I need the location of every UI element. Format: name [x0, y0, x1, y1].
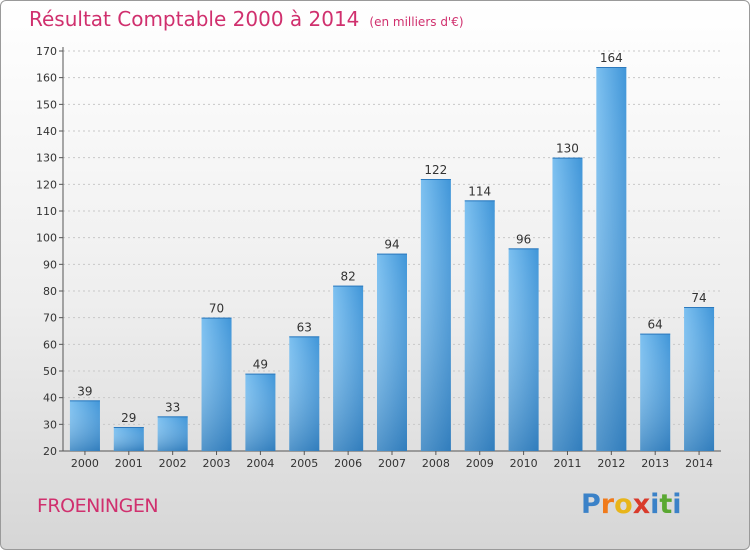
logo-letter: o: [614, 489, 633, 520]
y-tick-label: 30: [43, 418, 57, 431]
y-tick-label: 170: [36, 45, 57, 58]
labels: 20 30 40 50 60 70 80 90 100 110 120 130 140 150 160 170…: [36, 45, 713, 470]
commune-name: FROENINGEN: [37, 495, 159, 517]
data-label-2002: 33: [165, 400, 180, 414]
logo-letter: i: [672, 489, 682, 520]
y-tick-label: 50: [43, 365, 57, 378]
data-label-2007: 94: [384, 238, 399, 252]
x-tick-label-2014: 2014: [685, 457, 713, 470]
y-tick-label: 110: [36, 205, 57, 218]
data-label-2005: 63: [297, 320, 312, 334]
x-tick-label-2000: 2000: [71, 457, 99, 470]
y-tick-label: 80: [43, 285, 57, 298]
x-tick-label-2001: 2001: [115, 457, 143, 470]
x-tick-label-2002: 2002: [159, 457, 187, 470]
y-tick-label: 70: [43, 312, 57, 325]
data-label-2011: 130: [556, 142, 579, 156]
x-tick-label-2007: 2007: [378, 457, 406, 470]
y-tick-label: 40: [43, 392, 57, 405]
x-tick-label-2004: 2004: [246, 457, 274, 470]
bar-shade-2010: [508, 248, 539, 451]
bar-shade-2002: [157, 416, 188, 451]
bar-shade-2008: [420, 179, 451, 451]
data-label-2012: 164: [600, 51, 623, 65]
data-label-2000: 39: [77, 384, 92, 398]
bar-shade-2011: [552, 157, 583, 451]
bar-shade-2006: [333, 285, 364, 451]
y-tick-label: 160: [36, 72, 57, 85]
y-tick-label: 20: [43, 445, 57, 458]
logo-letter: t: [659, 489, 673, 520]
x-tick-label-2008: 2008: [422, 457, 450, 470]
proxiti-logo: Proxiti: [581, 489, 682, 520]
x-tick-label-2009: 2009: [466, 457, 494, 470]
x-tick-label-2012: 2012: [597, 457, 625, 470]
bar-shade-2012: [596, 67, 627, 451]
x-tick-label-2005: 2005: [290, 457, 318, 470]
chart-title: Résultat Comptable 2000 à 2014 (en millie…: [29, 7, 464, 31]
data-label-2010: 96: [516, 232, 531, 246]
x-tick-label-2003: 2003: [203, 457, 231, 470]
bar-shade-2003: [201, 317, 232, 451]
data-label-2006: 82: [340, 270, 355, 284]
chart-title-text: Résultat Comptable 2000 à 2014: [29, 7, 360, 31]
y-tick-label: 120: [36, 178, 57, 191]
x-tick-label-2010: 2010: [510, 457, 538, 470]
bar-shade-2013: [640, 333, 671, 451]
x-tick-label-2013: 2013: [641, 457, 669, 470]
y-tick-label: 90: [43, 258, 57, 271]
y-tick-label: 100: [36, 232, 57, 245]
data-label-2009: 114: [468, 184, 491, 198]
x-tick-label-2006: 2006: [334, 457, 362, 470]
data-label-2001: 29: [121, 411, 136, 425]
y-tick-label: 150: [36, 98, 57, 111]
bars: [69, 67, 715, 451]
data-label-2013: 64: [648, 318, 663, 332]
logo-letter: i: [650, 489, 660, 520]
bar-shade-2014: [684, 307, 715, 451]
bar-shade-2005: [289, 336, 320, 451]
bar-shade-2000: [69, 400, 100, 451]
logo-letter: x: [632, 489, 651, 520]
bar-shade-2004: [245, 373, 276, 451]
bar-shade-2009: [464, 200, 495, 451]
data-label-2014: 74: [691, 291, 706, 305]
chart-subtitle: (en milliers d'€): [369, 15, 464, 29]
y-tick-label: 60: [43, 338, 57, 351]
data-label-2003: 70: [209, 302, 224, 316]
logo-letter: P: [581, 489, 601, 520]
data-label-2008: 122: [424, 163, 447, 177]
logo-letter: r: [600, 489, 615, 520]
x-tick-label-2011: 2011: [553, 457, 581, 470]
bar-shade-2001: [113, 427, 144, 451]
bar-shade-2007: [377, 253, 407, 451]
y-tick-label: 140: [36, 125, 57, 138]
y-tick-label: 130: [36, 152, 57, 165]
data-label-2004: 49: [253, 358, 268, 372]
